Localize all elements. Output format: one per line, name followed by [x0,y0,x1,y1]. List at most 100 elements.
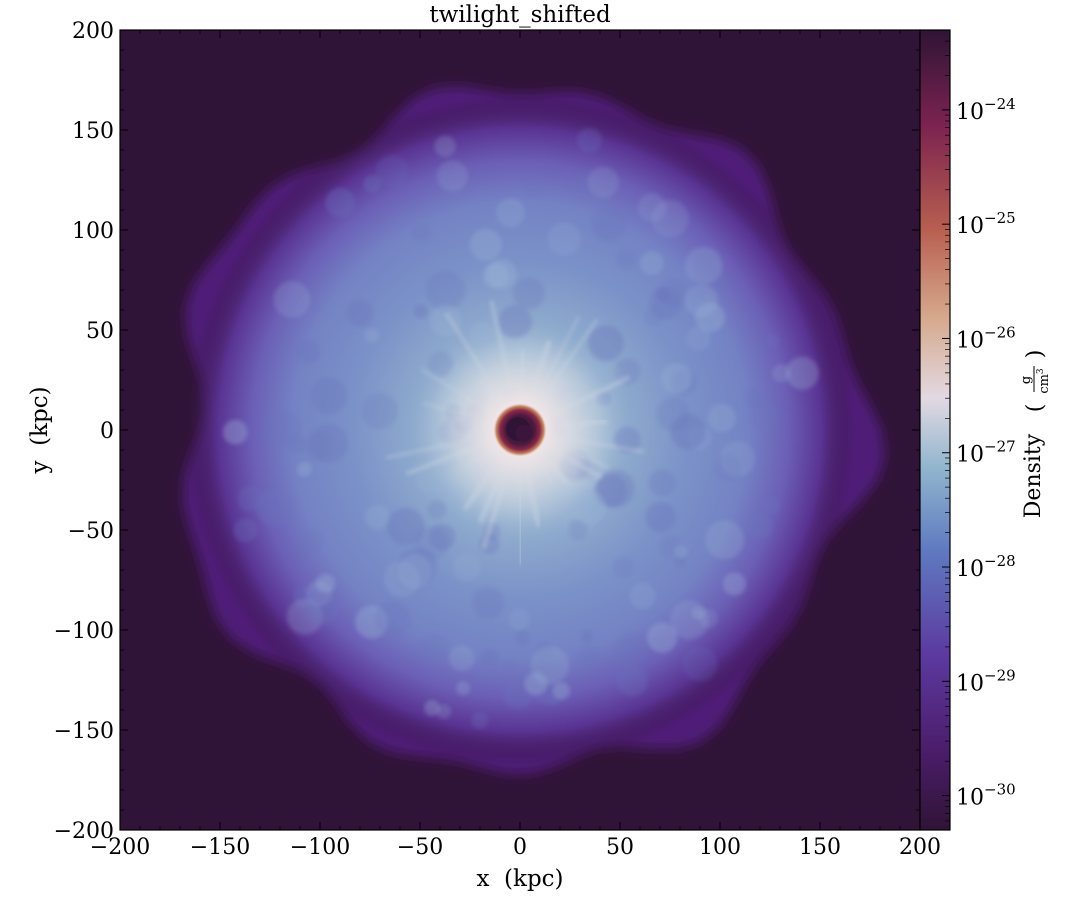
colorbar-unit-denominator: cm3 [1036,368,1052,394]
colorbar-tick-base: 10 [956,100,984,125]
density-clump [498,304,532,339]
density-clump [436,704,452,719]
density-clump [237,485,264,512]
colorbar-gradient [920,30,950,830]
density-clump [452,553,481,582]
colorbar-tick-base: 10 [956,443,984,468]
density-clump [480,648,500,668]
density-clump [648,469,676,497]
density-clump [436,160,469,192]
density-clump [673,544,688,559]
density-clump [629,583,656,610]
colorbar-tick-base: 10 [956,786,984,811]
density-clump [588,325,624,361]
x-tick-label: −50 [397,835,443,860]
y-tick-label: 0 [100,419,114,444]
density-clump [434,135,456,157]
density-clump [552,682,571,700]
density-clump [682,646,718,682]
density-clump [722,572,747,596]
density-clump [765,333,780,348]
density-field [182,86,886,774]
colorbar-tick-exponent: −28 [984,552,1016,570]
y-axis-label: y (kpc) [27,386,53,474]
density-clump [412,223,431,243]
density-clump [503,658,517,672]
density-clump [297,461,312,477]
x-tick-label: 200 [899,835,941,860]
density-clump [686,326,711,351]
colorbar-tick-label: 10−27 [956,438,1016,468]
y-tick-label: 50 [86,319,114,344]
density-clump [508,609,530,631]
density-clump [661,363,692,394]
y-tick-label: 150 [72,119,114,144]
density-clump [670,600,709,640]
x-tick-label: 50 [606,835,634,860]
density-clump [305,590,340,626]
density-clump [263,409,301,447]
density-clump [705,520,745,560]
density-clump [616,249,636,269]
x-tick-label: −150 [190,835,250,860]
density-clump [346,299,374,327]
density-clump [383,560,421,598]
density-clump [654,287,670,303]
density-clump [364,328,380,343]
density-clump [471,586,505,620]
density-clump [646,622,678,653]
density-clump [612,556,635,578]
density-clump [524,179,543,198]
density-clump [365,504,390,530]
colorbar-unit-denominator-exp: 3 [1036,368,1046,374]
density-clump [515,630,531,646]
density-clump [375,154,409,189]
y-tick-label: 100 [72,219,114,244]
colorbar-tick-exponent: −25 [984,209,1016,227]
x-tick-label: −200 [90,835,150,860]
density-clump [684,283,718,318]
density-clump [580,630,594,644]
y-tick-label: −150 [54,719,114,744]
density-clump [577,645,598,666]
density-clump [448,645,475,671]
density-clump [222,419,248,445]
density-clump [644,307,664,326]
density-clump [707,403,736,433]
density-clump [745,512,773,540]
density-clump [645,501,676,533]
density-clump [361,392,398,430]
colorbar-unit-open-paren: ( [1023,404,1048,413]
density-clump [744,388,764,408]
density-clump [576,127,603,153]
colorbar-label: Density [1021,433,1046,518]
density-clump [233,518,258,543]
density-clump [785,356,819,390]
colorbar-tick-base: 10 [956,671,984,696]
density-clump [685,246,723,285]
density-clump [387,507,425,546]
density-clump [310,377,348,415]
colorbar-tick-label: 10−24 [956,95,1016,125]
density-clump [419,633,449,664]
colorbar-tick-base: 10 [956,214,984,239]
plot-area [120,30,920,830]
density-clump [297,340,321,364]
density-clump [563,507,594,538]
density-clump [587,166,619,198]
density-clump [761,496,781,515]
colorbar-unit-close-paren: ) [1023,350,1048,359]
density-clump [496,198,526,228]
y-tick-label: −200 [54,819,114,844]
colorbar-tick-exponent: −30 [984,781,1016,799]
x-tick-label: 100 [699,835,741,860]
density-clump [424,699,441,716]
density-clump [482,262,509,289]
x-tick-label: 0 [513,835,527,860]
density-clump [309,424,349,463]
colorbar-tick-label: 10−26 [956,323,1016,353]
density-clump [513,277,545,310]
density-clump [613,632,649,667]
